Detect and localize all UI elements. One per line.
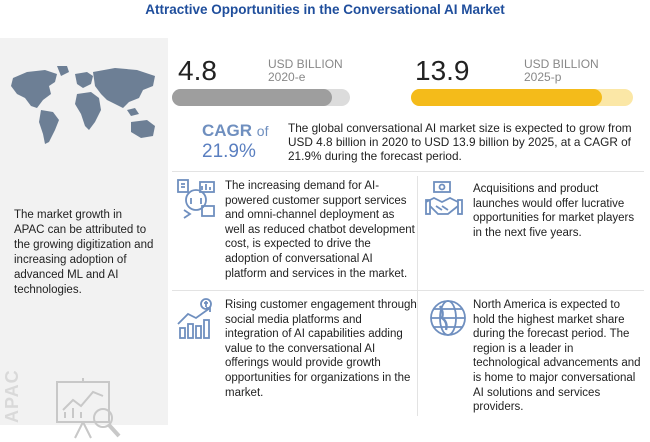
insight-3-text: Rising customer engagement through socia… bbox=[225, 299, 417, 399]
bar-2020-fill bbox=[172, 89, 333, 106]
cagr-text: CAGR bbox=[202, 121, 253, 140]
growth-chart-icon bbox=[177, 298, 212, 339]
globe-icon bbox=[430, 300, 466, 336]
bar-2025-fill bbox=[411, 89, 602, 106]
unit-2025: USD BILLION bbox=[524, 57, 599, 71]
page-title: Attractive Opportunities in the Conversa… bbox=[145, 2, 505, 17]
insight-4-text: North America is expected to hold the hi… bbox=[473, 299, 641, 414]
divider-vertical bbox=[417, 176, 418, 416]
bar-2020-track bbox=[172, 89, 350, 106]
cagr-value: 21.9% bbox=[202, 141, 256, 162]
market-summary: The global conversational AI market size… bbox=[288, 121, 632, 163]
cagr-label: CAGR of bbox=[202, 121, 268, 141]
unit-2020: USD BILLION bbox=[268, 57, 343, 71]
region-label: APAC bbox=[2, 369, 22, 423]
insight-1-text: The increasing demand for AI-powered cus… bbox=[225, 180, 415, 280]
market-value-2025: 13.9 bbox=[415, 55, 470, 86]
presentation-analytics-icon bbox=[56, 378, 121, 439]
bar-2025-track bbox=[411, 89, 633, 106]
cagr-of-text: of bbox=[256, 123, 269, 139]
insight-2-text: Acquisitions and product launches would … bbox=[473, 183, 635, 239]
omnichannel-support-icon bbox=[177, 179, 215, 219]
world-map-icon bbox=[11, 66, 155, 144]
divider-middle bbox=[172, 290, 644, 291]
market-value-2020: 4.8 bbox=[178, 55, 217, 86]
apac-description: The market growth in APAC can be attribu… bbox=[14, 209, 154, 296]
divider-top bbox=[172, 171, 644, 172]
left-panel: The market growth in APAC can be attribu… bbox=[0, 38, 168, 439]
handshake-acquisition-icon bbox=[425, 181, 463, 215]
year-2025: 2025-p bbox=[524, 70, 562, 84]
year-2020: 2020-e bbox=[268, 70, 306, 84]
